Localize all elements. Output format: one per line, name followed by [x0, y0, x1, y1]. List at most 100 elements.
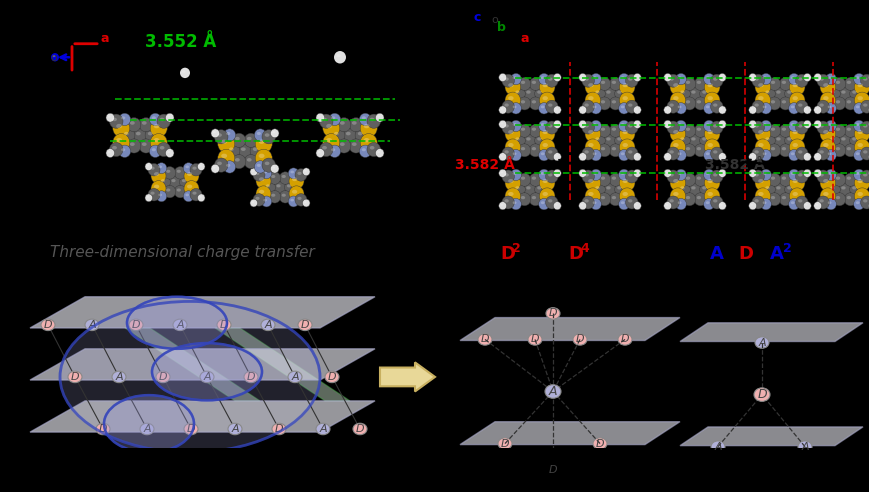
Ellipse shape	[749, 123, 753, 124]
Ellipse shape	[197, 194, 205, 202]
Ellipse shape	[536, 91, 541, 93]
Ellipse shape	[703, 150, 713, 161]
Text: Three-dimensional charge transfer: Three-dimensional charge transfer	[50, 245, 315, 260]
Ellipse shape	[781, 81, 786, 84]
Ellipse shape	[706, 96, 712, 100]
Ellipse shape	[762, 87, 774, 100]
Ellipse shape	[797, 151, 801, 154]
Ellipse shape	[340, 143, 344, 146]
Ellipse shape	[507, 130, 513, 134]
Ellipse shape	[677, 153, 680, 155]
Ellipse shape	[150, 167, 155, 170]
Ellipse shape	[598, 124, 610, 137]
Ellipse shape	[592, 76, 596, 79]
Ellipse shape	[573, 334, 587, 345]
Ellipse shape	[843, 124, 856, 137]
Ellipse shape	[255, 197, 259, 200]
Ellipse shape	[762, 134, 774, 147]
Ellipse shape	[226, 132, 230, 135]
Ellipse shape	[846, 100, 850, 103]
Ellipse shape	[584, 103, 588, 107]
Ellipse shape	[813, 120, 820, 128]
Text: A: A	[709, 245, 723, 263]
Ellipse shape	[688, 183, 700, 196]
Ellipse shape	[553, 169, 561, 177]
Ellipse shape	[505, 126, 520, 142]
Ellipse shape	[528, 97, 541, 110]
Ellipse shape	[765, 91, 769, 93]
Ellipse shape	[362, 116, 366, 120]
Ellipse shape	[757, 179, 763, 183]
Ellipse shape	[183, 163, 194, 174]
Text: •••: •••	[750, 245, 785, 263]
Ellipse shape	[292, 177, 297, 181]
Ellipse shape	[757, 130, 763, 134]
Ellipse shape	[781, 196, 786, 199]
Ellipse shape	[825, 103, 835, 114]
Ellipse shape	[703, 73, 713, 85]
Ellipse shape	[554, 123, 557, 124]
Text: D: D	[355, 424, 364, 434]
Ellipse shape	[760, 73, 771, 85]
Ellipse shape	[819, 188, 835, 204]
Text: 3.552 Å: 3.552 Å	[145, 33, 216, 51]
Ellipse shape	[852, 137, 856, 141]
Polygon shape	[30, 297, 375, 328]
Ellipse shape	[217, 133, 222, 137]
Ellipse shape	[264, 133, 269, 137]
Ellipse shape	[673, 179, 678, 183]
Ellipse shape	[704, 175, 720, 191]
Ellipse shape	[835, 147, 839, 151]
Ellipse shape	[668, 77, 673, 81]
Ellipse shape	[685, 177, 689, 180]
Ellipse shape	[720, 108, 722, 110]
Ellipse shape	[263, 199, 267, 201]
Ellipse shape	[720, 123, 722, 124]
Text: —: —	[520, 245, 538, 263]
Ellipse shape	[221, 139, 227, 144]
Ellipse shape	[512, 87, 525, 100]
Ellipse shape	[816, 121, 828, 134]
Ellipse shape	[598, 173, 610, 186]
Ellipse shape	[827, 87, 839, 100]
Ellipse shape	[255, 149, 272, 167]
Ellipse shape	[156, 163, 167, 174]
Ellipse shape	[151, 181, 166, 196]
Ellipse shape	[611, 81, 615, 84]
Ellipse shape	[593, 438, 607, 449]
Ellipse shape	[680, 91, 684, 93]
Ellipse shape	[669, 139, 685, 155]
Ellipse shape	[816, 74, 828, 87]
Ellipse shape	[189, 188, 202, 201]
Ellipse shape	[531, 196, 535, 199]
Ellipse shape	[819, 103, 823, 107]
Ellipse shape	[829, 91, 833, 93]
Ellipse shape	[546, 464, 560, 475]
Text: D: D	[575, 335, 584, 344]
Ellipse shape	[142, 143, 147, 146]
Ellipse shape	[816, 147, 828, 160]
Ellipse shape	[148, 132, 152, 135]
Ellipse shape	[112, 371, 126, 383]
Ellipse shape	[262, 158, 275, 172]
Ellipse shape	[802, 73, 810, 82]
Ellipse shape	[303, 201, 306, 203]
Ellipse shape	[814, 204, 817, 206]
Text: A: A	[769, 245, 783, 263]
Ellipse shape	[749, 204, 753, 206]
Ellipse shape	[825, 198, 835, 210]
Ellipse shape	[814, 155, 817, 157]
Ellipse shape	[108, 151, 110, 153]
Ellipse shape	[787, 120, 799, 132]
Ellipse shape	[822, 179, 827, 183]
Ellipse shape	[541, 201, 544, 204]
Ellipse shape	[682, 173, 695, 186]
Ellipse shape	[663, 153, 671, 161]
Ellipse shape	[682, 97, 695, 110]
Ellipse shape	[127, 297, 227, 349]
Ellipse shape	[154, 184, 159, 188]
Ellipse shape	[542, 83, 547, 87]
Ellipse shape	[167, 116, 170, 118]
Ellipse shape	[633, 73, 640, 82]
Ellipse shape	[627, 103, 632, 107]
